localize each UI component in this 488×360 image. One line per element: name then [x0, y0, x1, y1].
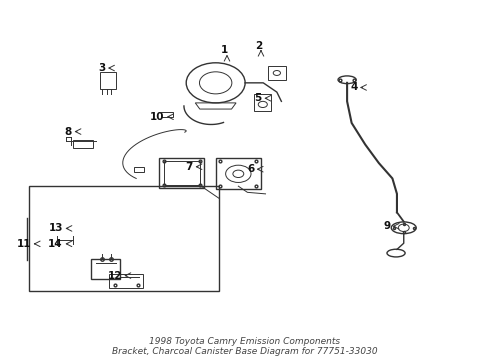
- Text: 14: 14: [48, 239, 63, 249]
- Text: 1998 Toyota Camry Emission Components
Bracket, Charcoal Canister Base Diagram fo: 1998 Toyota Camry Emission Components Br…: [111, 337, 377, 356]
- Text: 11: 11: [17, 239, 31, 249]
- Bar: [100, 72, 116, 89]
- Bar: [73, 140, 93, 148]
- Text: 9: 9: [382, 221, 389, 231]
- Bar: [134, 167, 144, 172]
- Text: 12: 12: [107, 271, 122, 280]
- Bar: [109, 274, 143, 288]
- Bar: [29, 186, 219, 291]
- Text: 2: 2: [255, 41, 262, 51]
- Text: 6: 6: [246, 164, 254, 174]
- Bar: [254, 94, 271, 111]
- Text: 4: 4: [349, 82, 357, 93]
- Text: 10: 10: [150, 112, 164, 122]
- Bar: [163, 162, 200, 185]
- Bar: [159, 158, 204, 188]
- Text: 5: 5: [254, 93, 262, 103]
- Text: 8: 8: [64, 127, 72, 136]
- Bar: [267, 66, 285, 80]
- Bar: [91, 258, 120, 279]
- Bar: [215, 158, 261, 189]
- Text: 1: 1: [221, 45, 228, 55]
- Text: 13: 13: [48, 224, 63, 233]
- Bar: [161, 112, 172, 117]
- Text: 3: 3: [98, 63, 105, 73]
- Text: 7: 7: [185, 162, 193, 172]
